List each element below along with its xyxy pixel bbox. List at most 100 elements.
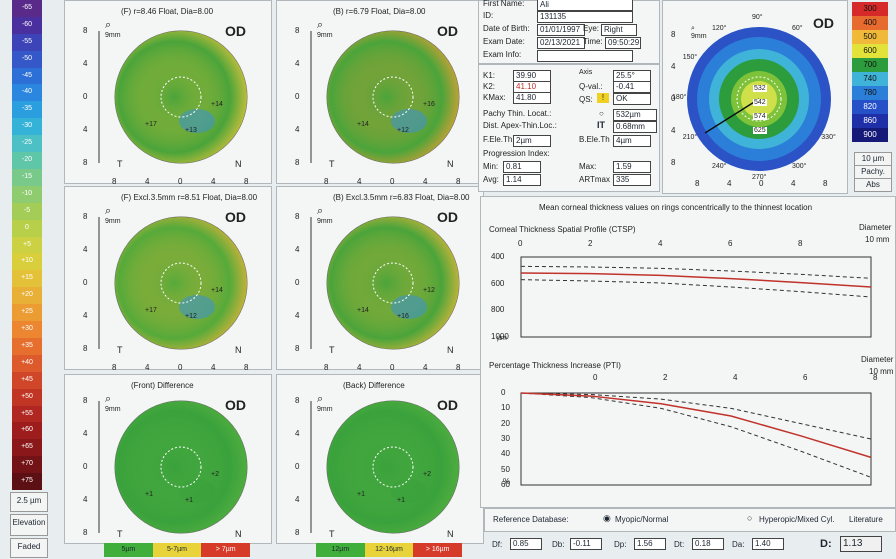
y-tick-label: 4 xyxy=(83,429,88,438)
id-value: 131135 xyxy=(537,11,633,23)
map-value: +12 xyxy=(185,313,197,320)
scale-mode-label[interactable]: Elevation xyxy=(10,514,48,536)
nasal-label: N xyxy=(235,529,242,539)
zoom-icon[interactable]: ⌕ 9mm xyxy=(105,393,121,413)
d-values-row: Df: 0.85 Db: -0.11 Dp: 1.56 Dt: 0.18 Da:… xyxy=(484,534,894,556)
magnifier-icon: ⌕ xyxy=(317,19,324,31)
legend-mid: 5-7µm xyxy=(152,543,202,557)
scale-cell: +30 xyxy=(12,321,42,338)
x-tick-label: 4 xyxy=(145,177,150,186)
pupil-ring xyxy=(160,262,202,304)
pachy-step-label[interactable]: 10 µm xyxy=(854,152,892,166)
scale-cell: +75 xyxy=(12,473,42,490)
dob-value: 01/01/1997 xyxy=(537,24,585,36)
zoom-icon[interactable]: ⌕ 9mm xyxy=(317,205,333,225)
pachy-scale-cell: 740 xyxy=(852,72,888,86)
eye-label: Eye: xyxy=(583,24,600,33)
scale-cell: -50 xyxy=(12,50,42,68)
radio-selected-icon[interactable]: ◉ xyxy=(603,513,611,523)
x-tick-label: 4 xyxy=(357,177,362,186)
x-tick-label: 0 xyxy=(390,177,395,186)
map-value: +14 xyxy=(211,101,223,108)
legend-high: > 16µm xyxy=(413,543,463,557)
qs-value: OK xyxy=(613,93,651,105)
angle-label: 270° xyxy=(752,174,767,181)
db-value: -0.11 xyxy=(570,538,602,550)
ctsp-plot-frame xyxy=(520,256,872,338)
eye-od-label: OD xyxy=(437,209,458,225)
pti-x-tick: 8 xyxy=(873,373,878,382)
magnifier-icon: ⌕ xyxy=(105,205,112,217)
pti-upper-band xyxy=(520,392,872,440)
x-tick-label: 4 xyxy=(357,363,362,372)
ctsp-y-tick: 400 xyxy=(491,252,505,261)
elevation-map-panel[interactable]: (Front) DifferenceOD⌕9mm+1+2+18844004488… xyxy=(64,374,272,556)
angle-label: 240° xyxy=(712,163,727,171)
first-name-label: First Name: xyxy=(483,0,525,8)
pti-y-tick: 0 xyxy=(501,388,506,397)
da-label: Da: xyxy=(732,540,745,549)
y-tick-label: 0 xyxy=(295,278,300,287)
elevation-map-panel[interactable]: (B) Excl.3.5mm r=6.83 Float, Dia=8.00 OD ⌕… xyxy=(276,186,484,372)
elevation-map-panel[interactable]: (Back) DifferenceOD⌕9mm+1+2+18844004488T… xyxy=(276,374,484,556)
ctsp-upper-band xyxy=(520,265,872,279)
radio-unselected-icon[interactable]: ○ xyxy=(747,513,753,523)
cornea-shading xyxy=(115,217,247,349)
artmax-value: 335 xyxy=(613,174,651,186)
ctsp-x-tick: 8 xyxy=(798,239,803,248)
blue-patch xyxy=(179,295,215,319)
y-tick-label: 4 xyxy=(83,495,88,504)
ctsp-x-tick: 6 xyxy=(728,239,733,248)
pachy-mode-label[interactable]: Pachy. xyxy=(854,165,892,179)
zoom-icon[interactable]: ⌕ 9mm xyxy=(105,19,121,39)
radio-hyperopic-label[interactable]: Hyperopic/Mixed Cyl. xyxy=(759,515,835,524)
pti-x-tick: 4 xyxy=(733,373,738,382)
y-tick-label: 4 xyxy=(83,125,88,134)
pachy-scale-cell: 300 xyxy=(852,2,888,16)
pachy-thin-value: 532µm xyxy=(613,109,657,121)
map-value: +1 xyxy=(145,491,153,498)
pachy-color-scale: 300 400 500 600 700 740 780 820 860 900 xyxy=(852,2,888,142)
angle-label: 120° xyxy=(712,24,727,32)
first-name-value: Ali xyxy=(537,0,633,11)
legend-low: 12µm xyxy=(316,543,365,557)
map-value: +1 xyxy=(397,497,405,504)
temporal-label: T xyxy=(329,159,335,169)
y-tick-label: 4 xyxy=(83,59,88,68)
cornea-shading xyxy=(115,31,247,163)
ctsp-chart xyxy=(520,256,872,486)
elevation-map-panel[interactable]: (F) r=8.46 Float, Dia=8.00 OD ⌕ 9mm +17 +14 +1… xyxy=(64,0,272,186)
elevation-map-panel[interactable]: (F) Excl.3.5mm r=8.51 Float, Dia=8.00 OD ⌕… xyxy=(64,186,272,372)
x-tick-label: 8 xyxy=(456,177,461,186)
radio-myopic-label[interactable]: Myopic/Normal xyxy=(615,515,669,524)
ctsp-y-tick: 800 xyxy=(491,305,505,315)
zoom-label: 9mm xyxy=(105,32,121,39)
pachymetry-map-panel[interactable]: OD ⌕ 9mm 532 542 574 625 90° 120° 60° 150° 180° 21… xyxy=(662,0,848,194)
scale-cell: +15 xyxy=(12,270,42,288)
scale-step-label[interactable]: 2.5 µm xyxy=(10,492,48,512)
exam-info-value xyxy=(537,50,633,62)
eye-od-label: OD xyxy=(437,23,458,39)
zoom-icon[interactable]: ⌕ 9mm xyxy=(105,205,121,225)
scale-fit-label[interactable]: Faded xyxy=(10,538,48,558)
map-value: +2 xyxy=(211,471,219,478)
cornea-shading xyxy=(327,217,459,349)
pachymetry-map xyxy=(687,27,831,171)
pachy-abs-label[interactable]: Abs xyxy=(854,178,892,192)
angle-label: 300° xyxy=(792,163,807,171)
zoom-label: 9mm xyxy=(691,33,707,40)
zoom-icon[interactable]: ⌕ 9mm xyxy=(317,19,333,39)
map-value: +1 xyxy=(357,491,365,498)
scale-cell: 0 xyxy=(12,219,42,237)
zoom-icon[interactable]: ⌕ 9mm xyxy=(317,393,333,413)
x-tick-label: 4 xyxy=(211,177,216,186)
pachy-step-text: 10 µm xyxy=(861,154,885,163)
scale-cell: -5 xyxy=(12,202,42,220)
zoom-icon[interactable]: ⌕ 9mm xyxy=(691,25,707,40)
pachy-scale-cell: 500 xyxy=(852,30,888,44)
elevation-map-panel[interactable]: (B) r=6.79 Float, Dia=8.00 OD ⌕ 9mm +14 +16 +1… xyxy=(276,0,484,186)
scale-cell: +20 xyxy=(12,287,42,305)
x-tick-label: 4 xyxy=(423,363,428,372)
literature-button[interactable]: Literature xyxy=(849,515,883,524)
y-tick-label: 4 xyxy=(671,62,676,71)
